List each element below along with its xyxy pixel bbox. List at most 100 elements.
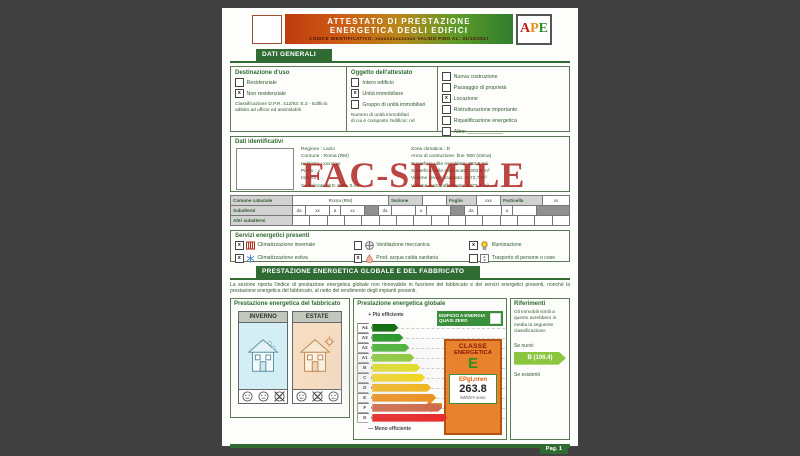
checkbox-altro[interactable] xyxy=(442,127,451,136)
class-arrow xyxy=(372,334,403,342)
class-label: A4 xyxy=(357,322,373,333)
checkbox-non-residenziale[interactable]: x xyxy=(235,89,244,98)
checkbox-illuminazione[interactable]: x xyxy=(469,241,478,250)
scale-row: F xyxy=(357,402,506,413)
footer-bar xyxy=(230,443,570,448)
ape-logo-letter: P xyxy=(530,21,539,36)
class-label: B xyxy=(357,362,373,373)
scale-row: B xyxy=(357,362,506,373)
fabbricato-box: Prestazione energetica del fabbricato IN… xyxy=(230,297,351,418)
ape-logo-letter: E xyxy=(538,21,549,36)
page-number-badge: Pag. 1 xyxy=(539,443,568,454)
field-anno-costruzione: Anno di costruzione: fine '900 (stima) xyxy=(411,154,492,160)
page-footer: Pag. 1 xyxy=(230,443,570,456)
nzeb-label: EDIFICIO A ENERGIA QUASI ZERO xyxy=(439,312,486,324)
checkbox-passaggio-proprieta[interactable] xyxy=(442,83,451,92)
servizio-climatizzazione-invernale: x Climatizzazione invernale xyxy=(235,241,354,250)
checkbox-climatizzazione-invernale[interactable]: x xyxy=(235,241,244,250)
class-label: G xyxy=(357,412,373,423)
numero-unita-note: Numero di unità immobiliari di cui è com… xyxy=(351,113,433,125)
checkbox-ventilazione-meccanica[interactable] xyxy=(353,241,363,250)
checkbox-label: Locazione xyxy=(453,95,478,102)
checkbox-intero-edificio[interactable] xyxy=(350,78,360,87)
section-title: DATI GENERALI xyxy=(256,49,332,61)
smiley-bad-icon-crossed xyxy=(271,390,287,403)
checkbox-acqua-calda[interactable]: x xyxy=(353,254,363,263)
classe-energetica-box: CLASSE ENERGETICA E EPgl,nren 263.8 kWh/… xyxy=(444,338,502,435)
field-superficie-raffrescata: Superficie utile raffrescata: 303,5 m² xyxy=(411,168,490,174)
smiley-bad-icon xyxy=(325,390,341,403)
cell-value xyxy=(431,215,449,225)
class-label: A1 xyxy=(357,352,373,363)
prestazione-panels: Prestazione energetica del fabbricato IN… xyxy=(230,297,570,440)
checkbox-row: Nuova costruzione xyxy=(442,72,565,81)
meno-efficiente-label: — Meno efficiente xyxy=(368,425,412,432)
cell-comune-value: Roma (RM) xyxy=(293,195,389,205)
inverno-column: INVERNO xyxy=(238,310,289,404)
destinazione-uso-column: Destinazione d'uso Residenziale x Non re… xyxy=(231,67,346,131)
field-superficie-riscaldata: Superficie utile riscaldata: 303,5 m² xyxy=(411,161,488,167)
cell-da: da xyxy=(379,205,392,215)
checkbox-row: Passaggio di proprietà xyxy=(442,83,565,92)
checkbox-climatizzazione-estiva[interactable]: x xyxy=(235,254,244,263)
checkbox-riqualificazione[interactable] xyxy=(442,116,451,125)
estate-quality-faces xyxy=(293,388,342,403)
cell-foglio-value: xxx xyxy=(477,195,501,205)
cell-a: a xyxy=(502,205,513,215)
ep-panel: EPgl,nren 263.8 kWh/m² anno xyxy=(449,374,497,405)
cell-altri-subalterni: Altri subalterni xyxy=(231,215,293,225)
se-esistenti-label: Se esistenti xyxy=(514,371,540,378)
cell-value xyxy=(448,215,467,225)
scale-row: A1 xyxy=(357,352,506,363)
checkbox-gruppo-unita[interactable] xyxy=(350,100,360,109)
servizio-label: Trasporto di persone o cose xyxy=(491,255,556,262)
smiley-medium-icon-crossed xyxy=(309,390,325,403)
field-regione: Regione : Lazio xyxy=(301,146,335,152)
checkbox-label: Riqualificazione energetica xyxy=(453,117,517,124)
cell-particella: Particella xyxy=(501,195,543,205)
scale-row: A4 xyxy=(357,322,506,333)
class-arrow xyxy=(372,324,398,332)
nzeb-box: EDIFICIO A ENERGIA QUASI ZERO xyxy=(437,310,503,327)
section-title: PRESTAZIONE ENERGETICA GLOBALE E DEL FAB… xyxy=(256,265,481,278)
energy-class-scale: A4 A3 A2 A1 B C D E F G xyxy=(357,322,506,423)
checkbox-label: Ristrutturazione importante xyxy=(453,106,518,113)
checkbox-unita-immobiliare[interactable]: x xyxy=(350,89,360,98)
class-arrow xyxy=(372,354,414,362)
dati-identificativi-box: Dati identificativi Regione : Lazio Comu… xyxy=(230,135,570,192)
document-title-line1: ATTESTATO DI PRESTAZIONE xyxy=(327,17,471,26)
ape-logo: A P E xyxy=(516,13,552,45)
checkbox-trasporto[interactable] xyxy=(469,254,478,263)
table-row: Comune catastale Roma (RM) Sezione Fogli… xyxy=(231,195,569,206)
checkbox-ristrutturazione[interactable] xyxy=(442,105,451,114)
checkbox-row: x Non residenziale xyxy=(235,89,342,98)
cell-value xyxy=(478,205,502,215)
class-arrow xyxy=(372,374,425,382)
checkbox-residenziale[interactable] xyxy=(235,78,244,87)
servizio-label: Climatizzazione estiva xyxy=(257,255,308,262)
checkbox-nzeb[interactable] xyxy=(490,312,501,324)
class-arrow xyxy=(372,384,431,392)
cell-da: da xyxy=(465,205,478,215)
building-photo-placeholder xyxy=(236,147,294,190)
motivazione-column: Nuova costruzione Passaggio di proprietà… xyxy=(437,66,569,136)
class-label: F xyxy=(357,402,373,413)
elevator-icon xyxy=(480,253,490,263)
servizio-label: Illuminazione xyxy=(491,242,522,249)
scale-row: A2 xyxy=(357,342,506,353)
scale-row: A3 xyxy=(357,332,506,343)
inverno-quality-faces xyxy=(239,388,288,403)
checkbox-nuova-costruzione[interactable] xyxy=(442,72,451,81)
cell-value xyxy=(414,215,432,225)
field-indirizzo: Indirizzo : xxxxxxx xyxy=(301,161,341,167)
riferimenti-text: Gli immobili simili a questo avrebbero i… xyxy=(514,309,557,335)
checkbox-label: Gruppo di unità immobiliari xyxy=(362,101,426,108)
box-title: Riferimenti xyxy=(514,300,546,307)
checkbox-locazione[interactable]: x xyxy=(442,94,451,103)
cell-comune-catastale: Comune catastale xyxy=(231,195,293,205)
cell-sezione: Sezione xyxy=(389,195,423,205)
cell-value xyxy=(552,215,569,225)
servizi-energetici-box: Servizi energetici presenti x Climatizza… xyxy=(230,229,570,263)
classe-value: E xyxy=(467,354,478,372)
season-columns: INVERNO xyxy=(234,310,346,404)
